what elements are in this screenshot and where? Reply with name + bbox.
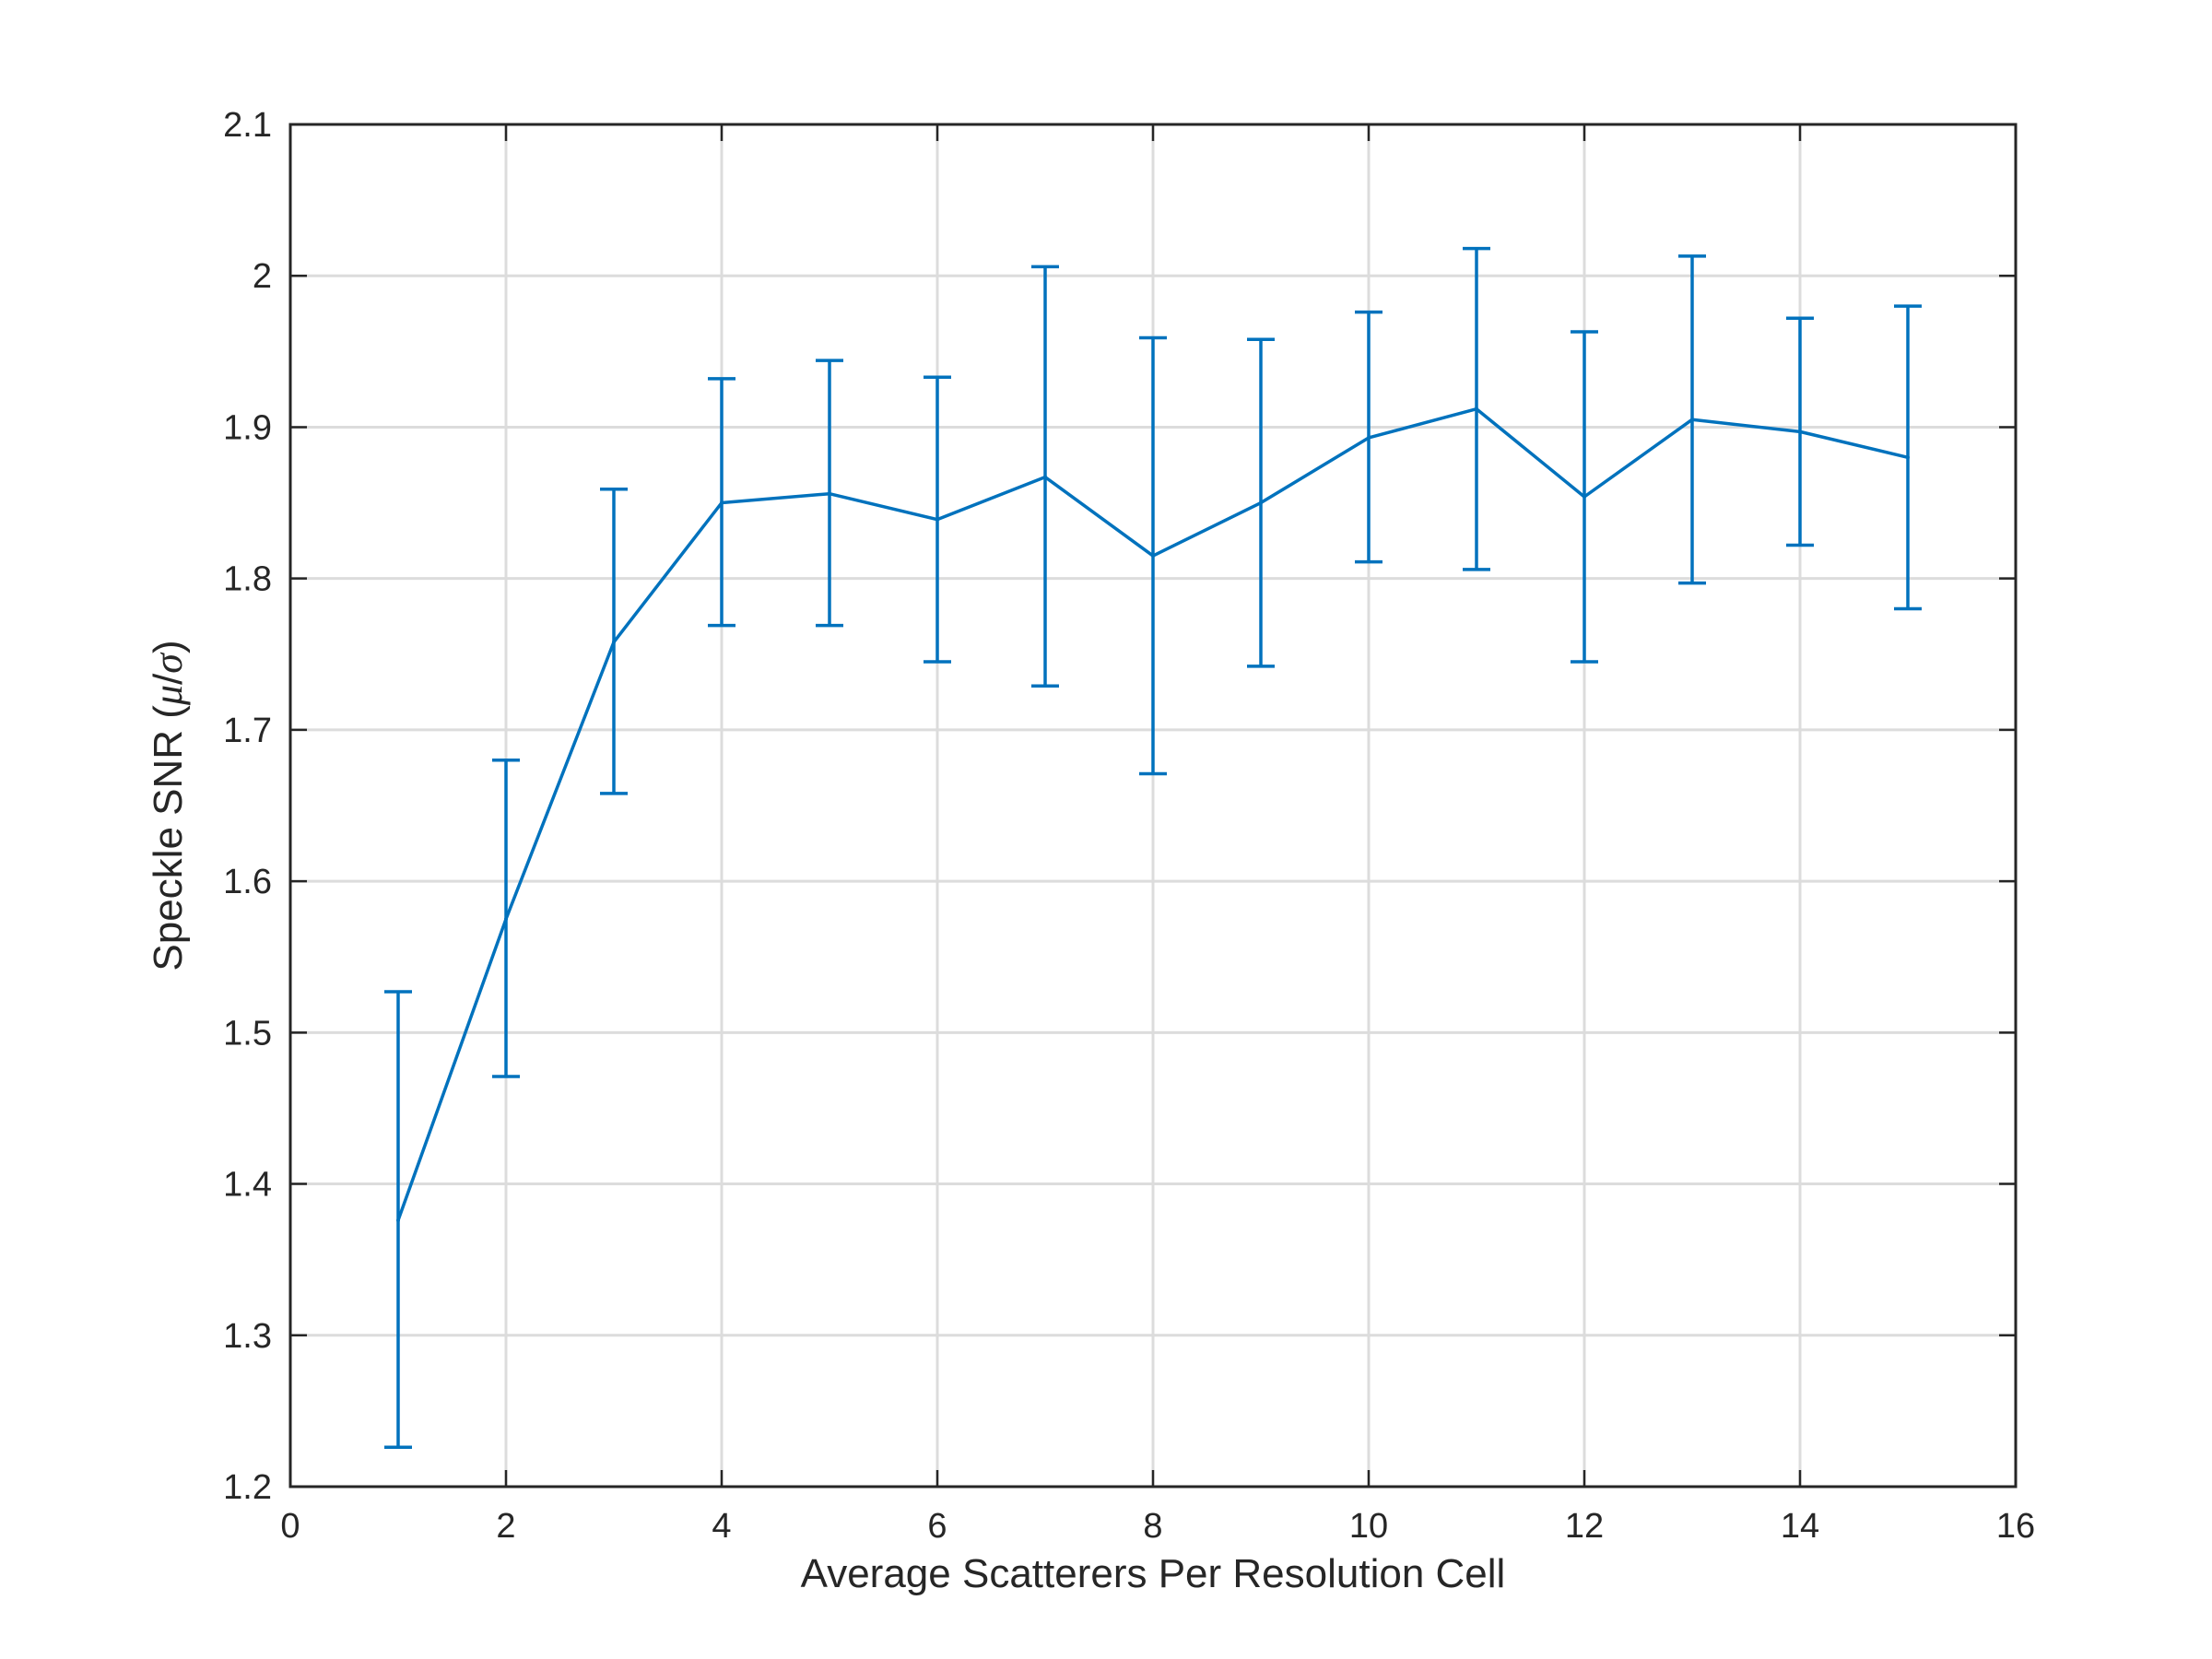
- data-point: [935, 517, 939, 522]
- data-point: [1475, 406, 1478, 411]
- series-layer: [384, 246, 1922, 1450]
- y-tick-label: 1.4: [223, 1166, 272, 1205]
- x-axis-title: Average Scatterers Per Resolution Cell: [801, 1551, 1506, 1596]
- data-point: [396, 1218, 400, 1222]
- tick-labels: 0 2 4 6 8 10 12 14 16 1.2 1.3 1.4 1.5 1.6 1.7 1.8 1.9 2 2.…: [223, 106, 2035, 1546]
- x-tick-label: 6: [927, 1507, 947, 1546]
- y-tick-label: 1.5: [223, 1014, 272, 1053]
- data-point: [1151, 554, 1155, 559]
- data-point: [1906, 455, 1910, 460]
- y-tick-label: 1.8: [223, 560, 272, 599]
- y-axis-title-sigma: σ: [146, 652, 191, 674]
- y-axis-title: Speckle SNR (μ/σ): [146, 640, 191, 971]
- series-group: [384, 246, 1922, 1450]
- y-axis-title-prefix: Speckle SNR (: [146, 705, 191, 971]
- x-tick-label: 4: [712, 1507, 731, 1546]
- x-tick-label: 12: [1565, 1507, 1604, 1546]
- y-axis-title-slash: /: [146, 673, 191, 685]
- y-tick-label: 1.9: [223, 408, 272, 447]
- x-tick-label: 10: [1349, 1507, 1388, 1546]
- data-point: [1259, 500, 1263, 505]
- data-point: [504, 917, 508, 922]
- data-point: [1798, 429, 1802, 434]
- x-tick-label: 16: [1996, 1507, 2035, 1546]
- y-axis-title-suffix: ): [146, 640, 191, 653]
- x-tick-label: 8: [1143, 1507, 1162, 1546]
- y-axis-title-mu: μ: [146, 685, 191, 706]
- x-tick-label: 0: [280, 1507, 300, 1546]
- y-tick-label: 2.1: [223, 106, 272, 145]
- data-point: [828, 491, 831, 496]
- y-tick-label: 1.2: [223, 1468, 272, 1507]
- data-point: [720, 500, 724, 505]
- data-point: [1043, 475, 1047, 479]
- data-point: [612, 640, 616, 644]
- y-tick-label: 1.6: [223, 863, 272, 901]
- x-tick-label: 14: [1781, 1507, 1819, 1546]
- y-tick-label: 1.3: [223, 1317, 272, 1356]
- tick-marks: [288, 123, 2018, 1488]
- data-point: [1690, 418, 1694, 422]
- data-point: [1367, 435, 1371, 440]
- y-tick-label: 2: [253, 257, 272, 296]
- data-point: [1583, 494, 1586, 499]
- x-tick-label: 2: [496, 1507, 515, 1546]
- plot-area: [288, 123, 2018, 1488]
- y-tick-label: 1.7: [223, 712, 272, 750]
